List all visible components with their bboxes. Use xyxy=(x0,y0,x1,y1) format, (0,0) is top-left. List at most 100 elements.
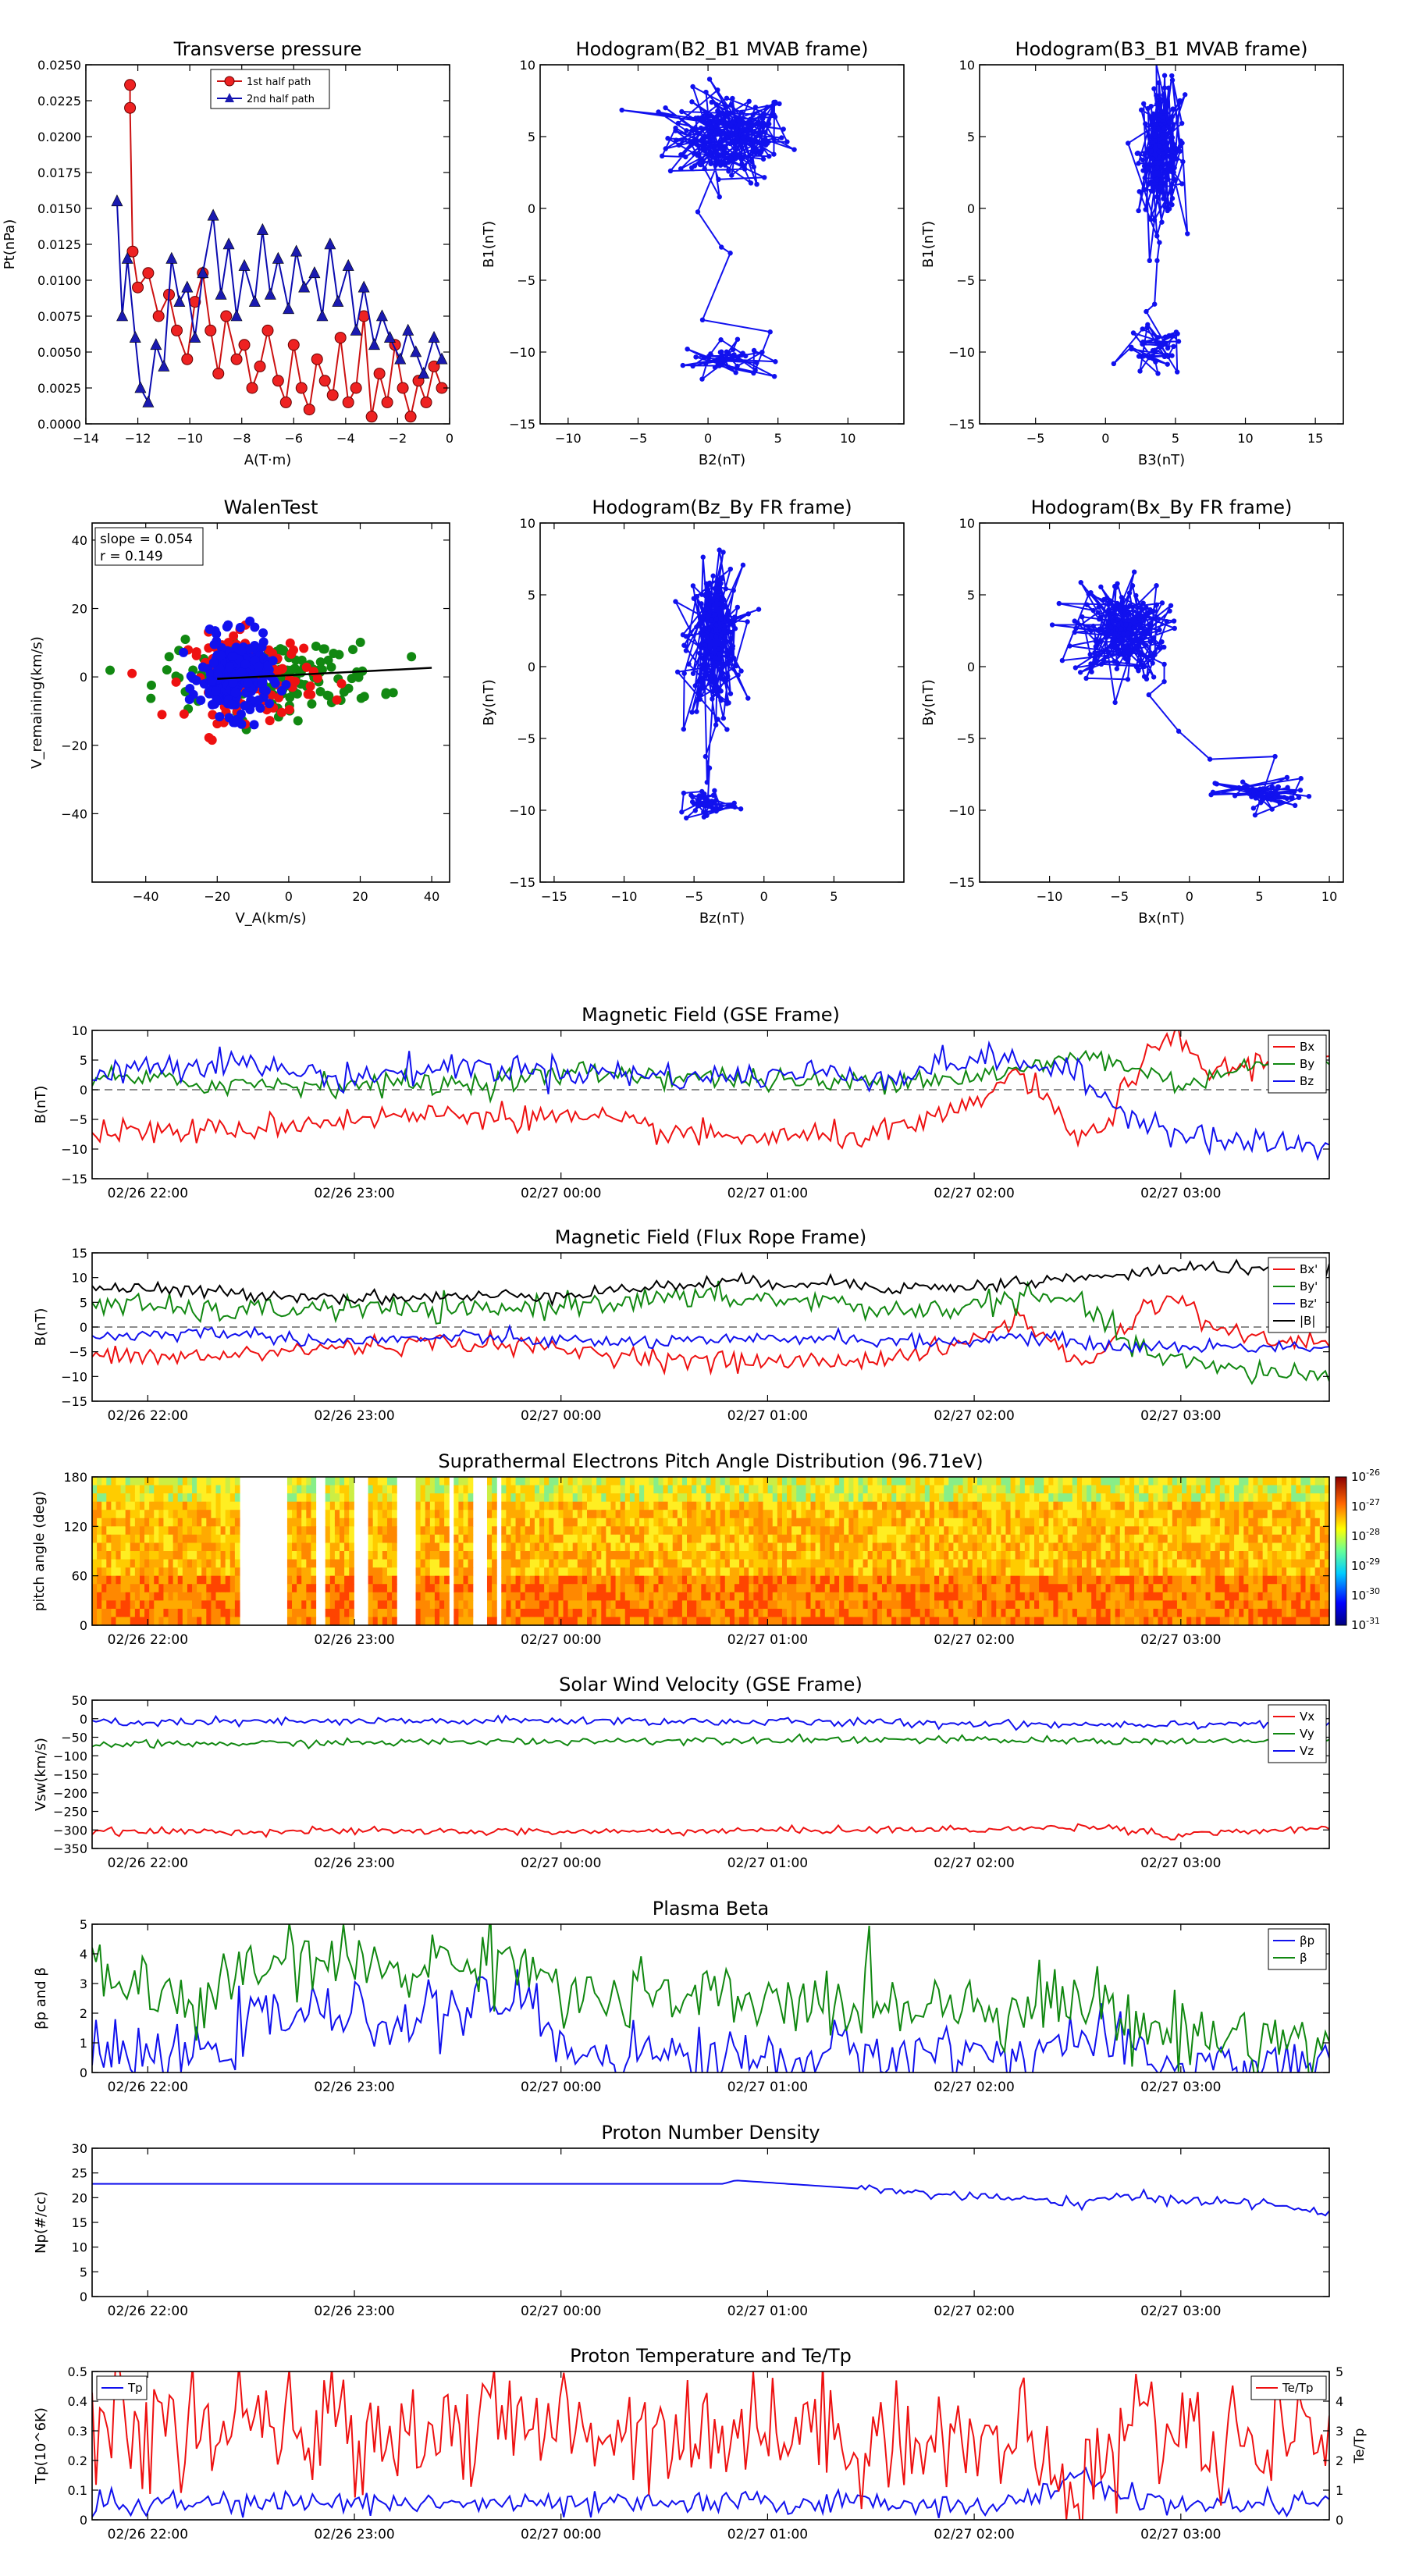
heatmap-cell xyxy=(567,1542,574,1552)
heatmap-cell xyxy=(572,1534,578,1544)
heatmap-cell xyxy=(454,1608,460,1618)
heatmap-cell xyxy=(701,1517,707,1527)
axes-frame xyxy=(539,64,905,425)
heatmap-cell xyxy=(587,1510,592,1519)
chart-title: Hodogram(B2_B1 MVAB frame) xyxy=(576,38,869,60)
heatmap-cell xyxy=(301,1534,307,1544)
heatmap-cell xyxy=(116,1559,122,1568)
heatmap-cell xyxy=(781,1575,788,1585)
heatmap-cell xyxy=(211,1551,217,1560)
heatmap-cell xyxy=(192,1517,197,1527)
heatmap-cell xyxy=(815,1510,821,1519)
heatmap-cell xyxy=(758,1510,764,1519)
data-point xyxy=(719,575,725,582)
heatmap-cell xyxy=(858,1567,864,1577)
data-point xyxy=(1112,583,1118,589)
heatmap-cell xyxy=(301,1542,307,1552)
heatmap-cell xyxy=(192,1493,197,1503)
y-tick-label: 0.0025 xyxy=(37,381,81,396)
heatmap-cell xyxy=(767,1559,774,1568)
heatmap-cell xyxy=(492,1559,497,1568)
heatmap-cell xyxy=(529,1608,535,1618)
heatmap-cell xyxy=(872,1551,878,1560)
heatmap-cell xyxy=(715,1592,721,1601)
x-tick-label: 02/26 23:00 xyxy=(314,1186,394,1201)
data-point xyxy=(1112,646,1119,651)
data-point xyxy=(721,148,727,155)
heatmap-cell xyxy=(382,1551,388,1560)
heatmap-cell xyxy=(292,1493,297,1503)
heatmap-cell xyxy=(125,1517,131,1527)
heatmap-cell xyxy=(234,1559,240,1568)
heatmap-cell xyxy=(286,1600,293,1610)
heatmap-cell xyxy=(763,1600,769,1610)
data-point xyxy=(719,356,725,362)
heatmap-cell xyxy=(891,1493,897,1503)
heatmap-cell xyxy=(92,1501,98,1510)
heatmap-cell xyxy=(306,1617,312,1626)
data-point xyxy=(308,266,321,279)
heatmap-cell xyxy=(710,1551,717,1560)
data-point xyxy=(718,337,724,343)
heatmap-cell xyxy=(125,1477,131,1486)
data-point xyxy=(357,280,370,293)
heatmap-cell xyxy=(97,1600,102,1610)
heatmap-cell xyxy=(301,1617,307,1626)
data-point xyxy=(323,655,333,665)
y-tick-label: −10 xyxy=(61,1142,87,1157)
data-point xyxy=(324,237,336,250)
heatmap-cell xyxy=(767,1567,774,1577)
heatmap-cell xyxy=(301,1575,307,1585)
heatmap-cell xyxy=(340,1551,345,1560)
data-point xyxy=(1123,621,1129,628)
data-point xyxy=(1152,132,1158,137)
heatmap-cell xyxy=(715,1559,721,1568)
heatmap-cell xyxy=(767,1510,774,1519)
heatmap-cell xyxy=(610,1517,617,1527)
y-tick-label: 0.2 xyxy=(68,2453,87,2468)
heatmap-cell xyxy=(663,1501,669,1510)
heatmap-cell xyxy=(787,1559,792,1568)
heatmap-cell xyxy=(306,1592,312,1601)
heatmap-cell xyxy=(439,1501,445,1510)
heatmap-cell xyxy=(197,1493,202,1503)
heatmap-cell xyxy=(601,1485,606,1494)
heatmap-cell xyxy=(325,1551,331,1560)
heatmap-cell xyxy=(529,1526,535,1535)
x-tick-label: −2 xyxy=(389,431,407,446)
fit-line xyxy=(217,667,432,680)
heatmap-cell xyxy=(501,1617,507,1626)
heatmap-cell xyxy=(134,1608,140,1618)
heatmap-cell xyxy=(692,1493,697,1503)
heatmap-cell xyxy=(701,1526,707,1535)
data-point xyxy=(726,608,731,614)
heatmap-cell xyxy=(624,1551,631,1560)
data-point xyxy=(1078,579,1083,585)
heatmap-cell xyxy=(763,1493,769,1503)
data-point xyxy=(1105,628,1111,633)
heatmap-cell xyxy=(948,1510,955,1519)
heatmap-cell xyxy=(901,1617,907,1626)
x-tick-label: 0 xyxy=(285,889,293,904)
heatmap-cell xyxy=(639,1575,645,1585)
heatmap-cell xyxy=(905,1534,912,1544)
data-point xyxy=(1145,631,1151,636)
data-point xyxy=(726,365,731,370)
heatmap-cell xyxy=(520,1477,526,1486)
heatmap-cell xyxy=(681,1559,688,1568)
heatmap-cell xyxy=(820,1501,826,1510)
heatmap-cell xyxy=(111,1551,117,1560)
heatmap-cells xyxy=(92,1477,1330,1626)
data-point xyxy=(720,110,725,116)
heatmap-cell xyxy=(182,1592,188,1601)
data-point xyxy=(710,660,716,666)
heatmap-cell xyxy=(592,1584,597,1593)
heatmap-cell xyxy=(639,1526,645,1535)
heatmap-cell xyxy=(910,1542,916,1552)
data-point xyxy=(713,101,720,108)
heatmap-cell xyxy=(948,1517,955,1527)
data-point xyxy=(702,685,707,690)
heatmap-cell xyxy=(197,1575,202,1585)
heatmap-cell xyxy=(749,1600,754,1610)
heatmap-cell xyxy=(767,1617,774,1626)
